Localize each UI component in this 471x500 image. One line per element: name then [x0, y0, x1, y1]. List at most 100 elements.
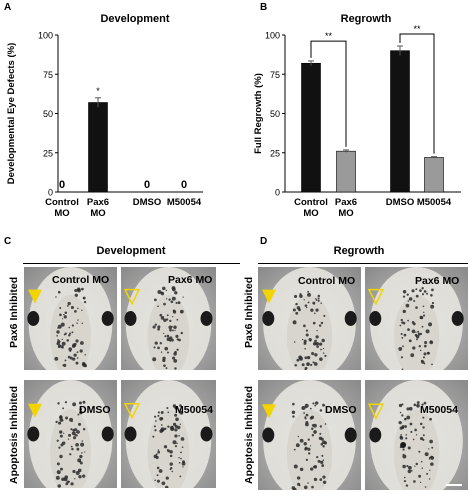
- chart-b-category-0-0: Control: [294, 197, 328, 208]
- chart-a-bar-1: [88, 102, 108, 193]
- chart-b-ytick-label-3: 75: [270, 70, 280, 80]
- tile-c-1-left-eye: [124, 311, 137, 326]
- tile-d-3-arrow: [367, 403, 385, 420]
- chart-b-title: Regrowth: [341, 13, 392, 25]
- photo-d-m50054: [365, 380, 468, 490]
- tile-d-0-arrow: [262, 289, 276, 304]
- chart-a-title: Development: [100, 13, 169, 25]
- tile-c-2-right-eye: [101, 426, 114, 442]
- photo-label-c-dmso: DMSO: [79, 404, 111, 416]
- chart-a: Development Developmental Eye Defects (%)…: [6, 13, 203, 219]
- chart-a-category-1-0: Pax6: [87, 197, 109, 208]
- tile-d-1-arrow: [367, 288, 385, 306]
- tile-d-0-right-eye: [344, 311, 357, 326]
- chart-b-category-3-0: M50054: [417, 197, 452, 208]
- tile-c-2-pigment-spots: [55, 400, 86, 488]
- photo-label-d-control-mo: Control MO: [298, 275, 356, 287]
- panel-c-rule: [23, 263, 240, 264]
- chart-b-ylabel: Full Regrowth (%): [253, 73, 264, 154]
- panel-d-rule: [258, 263, 468, 264]
- chart-a-category-0-1: MO: [54, 208, 69, 219]
- panel-letter-d: D: [260, 236, 268, 247]
- photo-c-m50054: [121, 380, 216, 488]
- chart-a-category-3-0: M50054: [167, 197, 202, 208]
- photo-d-control-mo: [258, 267, 361, 370]
- chart-a-zero-label-3: 0: [181, 179, 187, 191]
- row-label-c-top: Pax6 Inhibited: [8, 276, 20, 348]
- chart-a-ytick-label-3: 75: [43, 70, 53, 80]
- chart-b: Regrowth Full Regrowth (%) 0 25 50 75 100 Contr…: [253, 13, 461, 219]
- row-label-c-bottom: Apoptosis Inhibited: [8, 386, 20, 484]
- tile-c-2-arrow: [28, 403, 42, 418]
- tile-d-3-right-eye: [400, 442, 407, 448]
- tile-c-1-arrow: [123, 288, 141, 306]
- tile-d-3-left-eye: [369, 427, 382, 443]
- tile-d-1-pigment-spots: [398, 287, 435, 370]
- photo-c-pax6-mo: [121, 267, 216, 370]
- panel-letter-a: A: [4, 2, 12, 13]
- photo-label-d-m50054: M50054: [420, 404, 458, 416]
- photo-label-d-dmso: DMSO: [325, 404, 357, 416]
- chart-a-sig-0: *: [96, 86, 100, 96]
- tile-d-2-arrow: [262, 404, 276, 419]
- chart-a-ylabel: Developmental Eye Defects (%): [6, 43, 17, 185]
- chart-b-bar-0: [301, 62, 321, 193]
- panel-letter-c: C: [4, 236, 12, 247]
- chart-a-category-0-0: Control: [45, 197, 79, 208]
- tile-d-0-left-eye: [262, 311, 275, 326]
- photo-label-c-pax6-mo: Pax6 MO: [168, 274, 213, 286]
- tile-d-3-pigment-spots: [398, 401, 435, 488]
- tile-c-3-left-eye: [124, 426, 137, 442]
- photo-d-dmso: [258, 380, 361, 490]
- tile-c-0-arrow: [28, 289, 42, 304]
- tile-d-0-body: [286, 294, 333, 370]
- photo-c-control-mo: [24, 267, 117, 370]
- chart-b-ytick-label-1: 25: [270, 148, 280, 158]
- tile-d-2-left-eye: [262, 427, 275, 443]
- tile-c-3-right-eye: [200, 426, 213, 442]
- photo-c-dmso: [24, 380, 117, 488]
- photo-label-d-pax6-mo: Pax6 MO: [415, 275, 460, 287]
- tile-d-1-right-eye: [451, 311, 464, 326]
- row-label-d-top: Pax6 Inhibited: [243, 276, 255, 348]
- panel-letter-b: B: [260, 2, 268, 13]
- scale-bar: [446, 484, 462, 486]
- chart-b-bar-3: [424, 157, 444, 193]
- chart-b-bar-1: [336, 150, 356, 193]
- tile-c-2-left-eye: [27, 426, 40, 442]
- tile-c-3-pigment-spots: [152, 404, 186, 488]
- chart-b-category-1-1: MO: [338, 208, 353, 219]
- chart-b-bracket-label-1: **: [413, 24, 421, 34]
- chart-a-ytick-label-0: 0: [48, 188, 53, 198]
- tile-d-3-body: [393, 409, 440, 490]
- tile-d-0-pigment-spots: [292, 290, 327, 370]
- chart-b-bracket-1: [399, 33, 435, 154]
- tile-c-0-pigment-spots: [54, 287, 87, 368]
- tile-d-2-right-eye: [344, 427, 357, 443]
- chart-a-category-1-1: MO: [90, 208, 105, 219]
- tile-c-1-pigment-spots: [152, 286, 184, 370]
- chart-b-bracket-0: [310, 40, 347, 147]
- chart-b-bracket-label-0: **: [325, 31, 333, 41]
- chart-a-zero-label-0: 0: [59, 179, 65, 191]
- tile-d-1-left-eye: [369, 311, 382, 326]
- chart-b-category-0-1: MO: [303, 208, 318, 219]
- chart-b-bar-2: [390, 50, 410, 193]
- tile-c-1-body: [147, 294, 190, 370]
- tile-c-3-arrow: [123, 403, 141, 420]
- photo-label-c-m50054: M50054: [175, 404, 213, 416]
- chart-a-ytick-label-1: 25: [43, 148, 53, 158]
- panel-c-title: Development: [96, 245, 166, 257]
- chart-a-zero-label-2: 0: [144, 179, 150, 191]
- chart-b-category-1-0: Pax6: [335, 197, 357, 208]
- tile-d-2-pigment-spots: [291, 401, 328, 490]
- chart-a-ytick-label-2: 50: [43, 109, 53, 119]
- tile-c-1-right-eye: [200, 311, 213, 326]
- chart-b-ytick-label-4: 100: [265, 31, 280, 41]
- panel-d-title: Regrowth: [333, 245, 385, 257]
- photo-label-c-control-mo: Control MO: [52, 274, 110, 286]
- chart-a-category-2-0: DMSO: [133, 197, 162, 208]
- chart-b-ytick-label-2: 50: [270, 109, 280, 119]
- chart-b-ytick-label-0: 0: [275, 188, 280, 198]
